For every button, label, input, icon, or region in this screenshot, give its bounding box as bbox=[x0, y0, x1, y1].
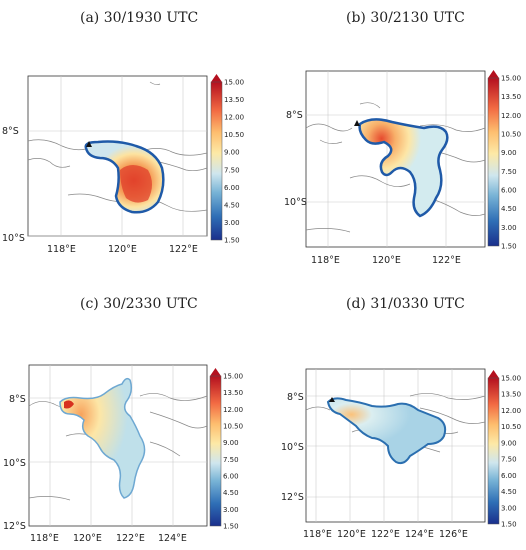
colorbar-b-tick-label: 7.50 bbox=[501, 168, 517, 176]
colorbar-a-tick-label: 1.50 bbox=[224, 237, 240, 245]
panel-a-map: 8°S 10°S 118°E 120°E 122°E bbox=[2, 75, 208, 255]
panel-d-lon-120e: 120°E bbox=[337, 529, 366, 540]
panel-d-lon-126e: 126°E bbox=[439, 529, 468, 540]
colorbar-d-tick-label: 12.00 bbox=[501, 407, 521, 415]
colorbar-a-tick-label: 3.00 bbox=[224, 219, 240, 227]
panel-a-lon-120e: 120°E bbox=[108, 244, 137, 255]
colorbar-c-tick-label: 15.00 bbox=[223, 373, 243, 381]
colorbar-a-tick-label: 6.00 bbox=[224, 184, 240, 192]
panel-b-map: 8°S 10°S 118°E 120°E 122°E bbox=[284, 70, 486, 266]
colorbar-b-tick-label: 13.50 bbox=[501, 93, 521, 101]
panel-a-title: (a) 30/1930 UTC bbox=[80, 10, 199, 26]
colorbar-a-tick-label: 15.00 bbox=[224, 79, 244, 87]
panel-b-lon-122e: 122°E bbox=[432, 255, 461, 266]
panel-a-lon-118e: 118°E bbox=[47, 244, 76, 255]
colorbar-d-tick-label: 10.50 bbox=[501, 423, 521, 431]
panel-a-lat-10s: 10°S bbox=[2, 233, 25, 244]
panel-a-lon-122e: 122°E bbox=[169, 244, 198, 255]
panel-c-lon-120e: 120°E bbox=[73, 533, 102, 544]
panel-d-lon-118e: 118°E bbox=[303, 529, 332, 540]
colorbar-c-tick-label: 4.50 bbox=[223, 489, 239, 497]
colorbar-c-tick-label: 6.00 bbox=[223, 473, 239, 481]
panel-d-lon-124e: 124°E bbox=[405, 529, 434, 540]
panel-d-map: 8°S 10°S 12°S 118°E 120°E 122°E 124°E 12… bbox=[281, 368, 486, 540]
panel-b-station-marker bbox=[354, 120, 360, 126]
colorbar-d-tick-label: 13.50 bbox=[501, 391, 521, 399]
colorbar-d-tick-label: 6.00 bbox=[501, 472, 517, 480]
panel-c-rain-field bbox=[59, 377, 146, 499]
panel-a-colorbar bbox=[210, 74, 223, 241]
panel-d-rain-field bbox=[326, 397, 447, 465]
colorbar-c-tick-label: 3.00 bbox=[223, 506, 239, 514]
colorbar-a-tick-label: 10.50 bbox=[224, 131, 244, 139]
panel-c-map: 8°S 10°S 12°S 118°E 120°E 122°E 124°E bbox=[3, 364, 208, 544]
panel-b-lon-120e: 120°E bbox=[372, 255, 401, 266]
colorbar-d-tick-label: 15.00 bbox=[501, 375, 521, 383]
colorbar-d-tick-label: 1.50 bbox=[501, 521, 517, 529]
colorbar-b-tick-label: 6.00 bbox=[501, 187, 517, 195]
panel-c-lon-124e: 124°E bbox=[158, 533, 187, 544]
panel-b-title: (b) 30/2130 UTC bbox=[346, 10, 465, 26]
colorbar-b-tick-label: 1.50 bbox=[501, 243, 517, 251]
colorbar-b-tick-label: 12.00 bbox=[501, 112, 521, 120]
panel-b-rain-field bbox=[358, 118, 449, 218]
colorbar-b-tick-label: 10.50 bbox=[501, 131, 521, 139]
panel-a-lat-8s: 8°S bbox=[2, 126, 19, 137]
panel-c-lon-122e: 122°E bbox=[116, 533, 145, 544]
colorbar-c-tick-label: 13.50 bbox=[223, 389, 243, 397]
panel-c-lat-12s: 12°S bbox=[3, 521, 26, 532]
panel-b-lat-10s: 10°S bbox=[284, 197, 307, 208]
panel-c-core bbox=[64, 400, 74, 409]
colorbar-c-tick-label: 9.00 bbox=[223, 439, 239, 447]
colorbar-c-tick-label: 10.50 bbox=[223, 423, 243, 431]
colorbar-b-tick-label: 15.00 bbox=[501, 75, 521, 83]
panel-c-lat-10s: 10°S bbox=[3, 458, 26, 469]
colorbar-d-tick-label: 3.00 bbox=[501, 504, 517, 512]
panel-d-colorbar bbox=[487, 370, 500, 525]
panel-b-colorbar bbox=[487, 70, 500, 247]
colorbar-b-tick-label: 4.50 bbox=[501, 205, 517, 213]
colorbar-c-tick-label: 1.50 bbox=[223, 523, 239, 531]
panel-d-lon-122e: 122°E bbox=[371, 529, 400, 540]
panel-b-lat-8s: 8°S bbox=[286, 110, 303, 121]
colorbar-c-tick-label: 7.50 bbox=[223, 456, 239, 464]
panel-b-lon-118e: 118°E bbox=[311, 255, 340, 266]
panel-d-station-marker bbox=[329, 397, 335, 402]
panel-a-station-marker bbox=[86, 141, 92, 147]
colorbar-a-tick-label: 13.50 bbox=[224, 96, 244, 104]
colorbar-a-tick-label: 12.00 bbox=[224, 114, 244, 122]
colorbar-a-tick-label: 7.50 bbox=[224, 166, 240, 174]
colorbar-a-tick-label: 4.50 bbox=[224, 201, 240, 209]
colorbar-d-tick-label: 9.00 bbox=[501, 439, 517, 447]
panel-d-lat-10s: 10°S bbox=[281, 442, 304, 453]
panel-c-colorbar bbox=[209, 368, 222, 527]
colorbar-b-tick-label: 9.00 bbox=[501, 149, 517, 157]
panel-c-title: (c) 30/2330 UTC bbox=[80, 296, 198, 312]
panel-a-core bbox=[120, 165, 152, 203]
panel-d-title: (d) 31/0330 UTC bbox=[346, 296, 465, 312]
panel-c-lat-8s: 8°S bbox=[9, 394, 26, 405]
colorbar-b-tick-label: 3.00 bbox=[501, 224, 517, 232]
colorbar-c-tick-label: 12.00 bbox=[223, 406, 243, 414]
colorbar-d-tick-label: 7.50 bbox=[501, 456, 517, 464]
colorbar-d-tick-label: 4.50 bbox=[501, 488, 517, 496]
colorbar-a-tick-label: 9.00 bbox=[224, 149, 240, 157]
panel-d-lat-12s: 12°S bbox=[281, 492, 304, 503]
panel-c-lon-118e: 118°E bbox=[30, 533, 59, 544]
panel-d-lat-8s: 8°S bbox=[287, 392, 304, 403]
